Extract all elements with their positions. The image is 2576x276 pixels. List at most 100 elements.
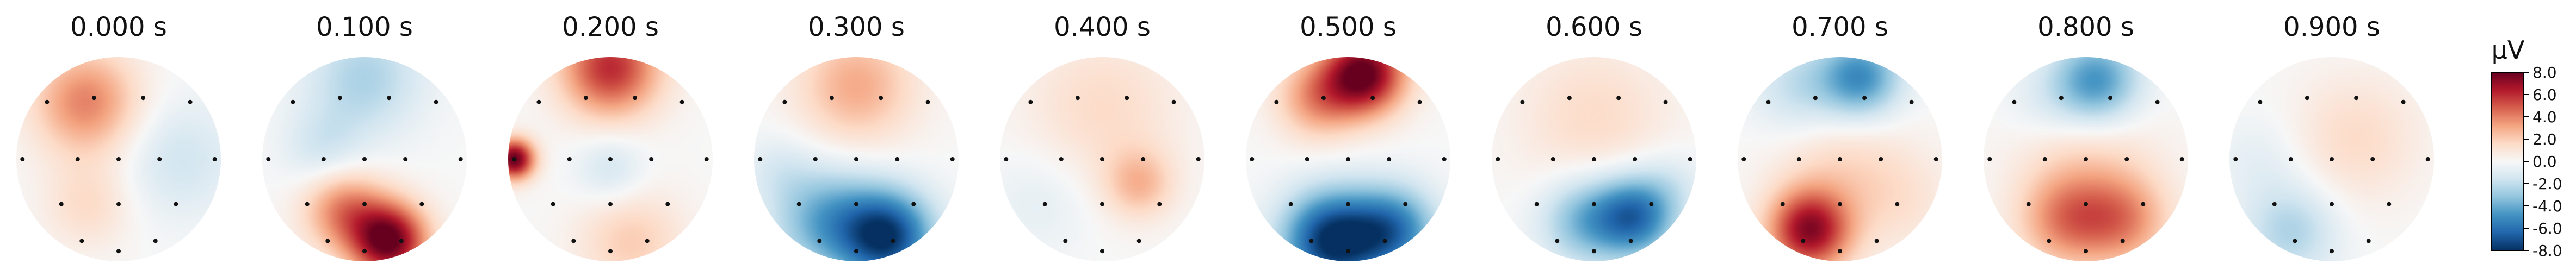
sensor-dot <box>829 96 834 101</box>
sensor-dot <box>782 99 787 104</box>
sensor-dot <box>1417 99 1422 104</box>
sensor-dot <box>174 202 178 206</box>
sensor-dot <box>1592 249 1596 254</box>
sensor-dot <box>1059 157 1064 161</box>
sensor-dot <box>153 239 158 243</box>
sensor-dot <box>1125 96 1129 101</box>
sensor-dot <box>362 157 367 161</box>
sensor-dot <box>2012 99 2017 104</box>
sensor-dot <box>551 202 555 206</box>
sensor-dot <box>2305 96 2309 101</box>
sensor-dot <box>1933 157 1938 161</box>
sensor-dot <box>2141 202 2146 206</box>
sensor-dot <box>20 157 25 161</box>
sensor-dot <box>1496 157 1500 161</box>
sensor-dot <box>2330 157 2334 161</box>
sensor-dot <box>1879 157 1883 161</box>
sensor-dot <box>1309 239 1314 243</box>
sensor-dot <box>1382 239 1387 243</box>
sensor-dot <box>2272 202 2277 206</box>
sensor-dot <box>1688 157 1692 161</box>
colorbar-tick-label: 8.0 <box>2532 64 2557 81</box>
sensor-dot <box>116 202 121 206</box>
sensor-dot <box>2425 157 2430 161</box>
colorbar-tick-label: 2.0 <box>2532 130 2557 148</box>
sensor-dot <box>1567 96 1572 101</box>
sensor-dot <box>1633 157 1638 161</box>
topomap-panel: 0.800 s <box>1984 12 2188 261</box>
topomap-panel: 0.300 s <box>754 12 959 261</box>
sensor-dot <box>608 202 613 206</box>
sensor-dot <box>1555 239 1560 243</box>
sensor-dot <box>891 239 895 243</box>
sensor-dot <box>1274 99 1279 104</box>
sensor-dot <box>1550 157 1555 161</box>
sensor-dot <box>583 96 588 101</box>
sensor-dot <box>1141 157 1146 161</box>
sensor-dot <box>1075 96 1080 101</box>
topomap-title: 0.300 s <box>808 12 905 42</box>
sensor-dot <box>305 202 310 206</box>
sensor-dot <box>1838 157 1842 161</box>
topomap-title: 0.400 s <box>1054 12 1151 42</box>
sensor-dot <box>758 157 763 161</box>
sensor-dot <box>2293 239 2297 243</box>
sensor-dot <box>1387 157 1392 161</box>
sensor-dot <box>567 157 572 161</box>
colorbar-tick-label: -8.0 <box>2532 242 2562 260</box>
sensor-dot <box>2120 239 2125 243</box>
sensor-dot <box>1987 157 1992 161</box>
sensor-dot <box>291 99 295 104</box>
sensor-dot <box>2288 157 2293 161</box>
sensor-dot <box>362 249 367 254</box>
sensor-dot <box>403 157 408 161</box>
topomap-title: 0.700 s <box>1792 12 1888 42</box>
sensor-dot <box>1909 99 1914 104</box>
sensor-dot <box>645 239 650 243</box>
sensor-dot <box>854 202 858 206</box>
sensor-dot <box>59 202 64 206</box>
sensor-dot <box>362 202 367 206</box>
sensor-dot <box>1813 96 1818 101</box>
sensor-dot <box>2026 202 2031 206</box>
sensor-dot <box>1663 99 1668 104</box>
topomap-panel: 0.000 s <box>16 12 221 261</box>
sensor-dot <box>895 157 900 161</box>
sensor-dot <box>2084 157 2088 161</box>
topomap-title: 0.100 s <box>316 12 413 42</box>
colorbar-tick-label: -2.0 <box>2532 175 2562 193</box>
sensor-dot <box>571 239 576 243</box>
sensor-dot <box>1288 202 1293 206</box>
sensor-dot <box>1171 99 1176 104</box>
sensor-dot <box>387 96 392 101</box>
sensor-dot <box>2108 96 2113 101</box>
sensor-dot <box>2370 157 2375 161</box>
sensor-dot <box>45 99 50 104</box>
sensor-dot <box>2401 99 2406 104</box>
sensor-dot <box>950 157 955 161</box>
sensor-dot <box>1100 157 1104 161</box>
sensor-dot <box>1741 157 1746 161</box>
topomap-panel: 0.200 s <box>508 12 713 261</box>
sensor-dot <box>1862 96 1867 101</box>
sensor-dot <box>813 157 818 161</box>
sensor-dot <box>321 157 326 161</box>
sensor-dot <box>1346 202 1350 206</box>
sensor-dot <box>1592 202 1596 206</box>
colorbar-tick-label: 0.0 <box>2532 153 2557 171</box>
sensor-dot <box>2330 202 2334 206</box>
sensor-dot <box>2155 99 2160 104</box>
sensor-dot <box>157 157 162 161</box>
colorbar-tick-label: 4.0 <box>2532 108 2557 126</box>
sensor-dot <box>1534 202 1539 206</box>
sensor-dot <box>1004 157 1009 161</box>
sensor-dot <box>399 239 404 243</box>
sensor-dot <box>1895 202 1900 206</box>
sensor-dot <box>2124 157 2129 161</box>
topomap-title: 0.200 s <box>562 12 659 42</box>
sensor-dot <box>1136 239 1141 243</box>
sensor-dot <box>79 239 84 243</box>
sensor-dot <box>608 157 613 161</box>
sensor-dot <box>2366 239 2371 243</box>
